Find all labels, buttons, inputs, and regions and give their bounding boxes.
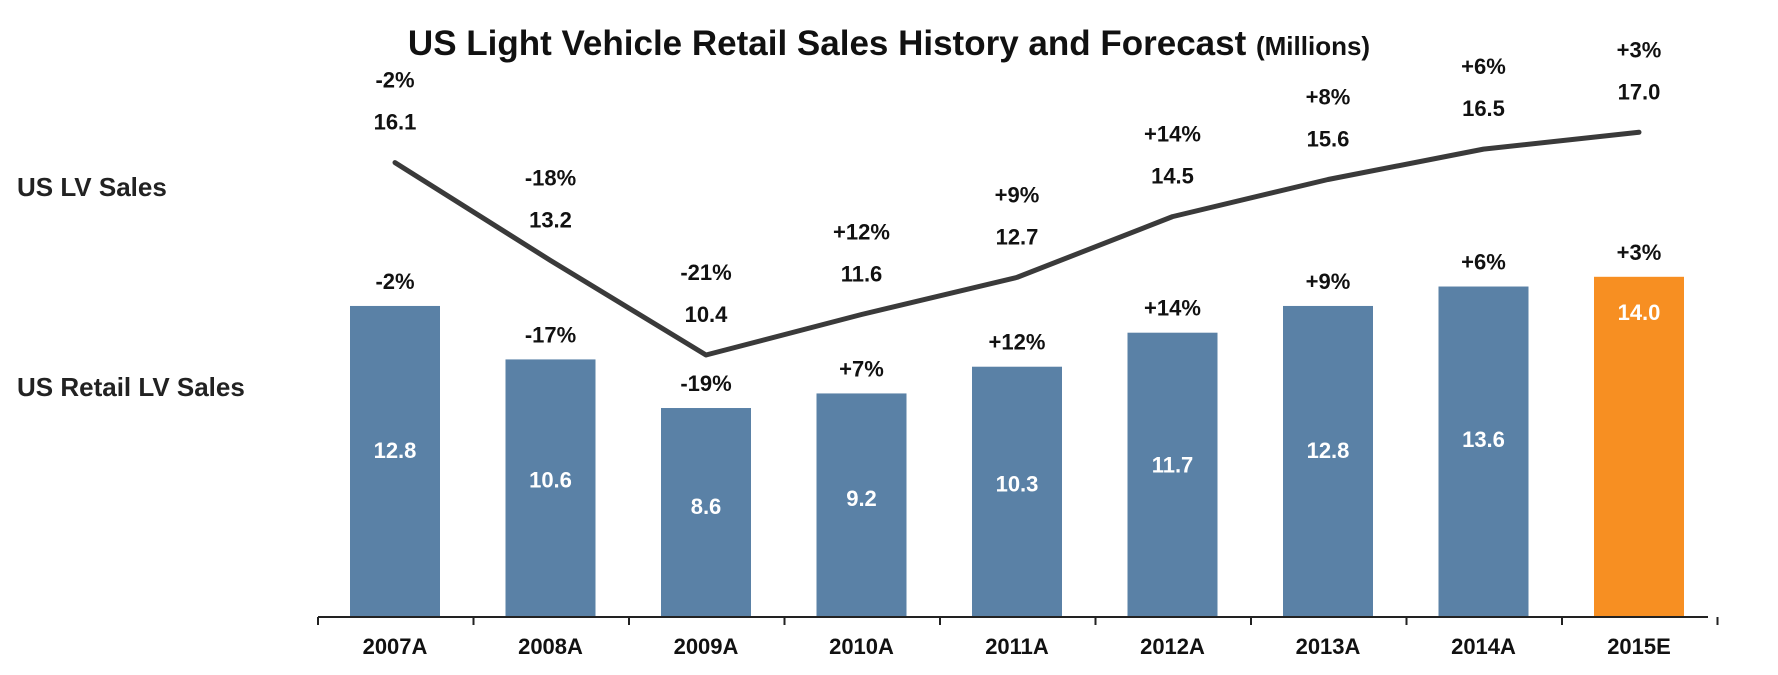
bar-2014A <box>1438 286 1529 617</box>
x-tick-label: 2011A <box>985 634 1049 659</box>
bar-change-label: +12% <box>989 330 1046 355</box>
bar-2008A <box>505 359 596 617</box>
bar-change-label: -19% <box>680 371 731 396</box>
bar-change-label: +7% <box>839 356 884 381</box>
line-change-label: -18% <box>525 166 576 191</box>
bar-value-label: 10.6 <box>529 467 572 492</box>
bar-2013A <box>1283 305 1373 617</box>
bar-value-label: 13.6 <box>1462 427 1505 452</box>
x-tick-label: 2015E <box>1607 634 1671 659</box>
line-value-label: 17.0 <box>1618 79 1661 104</box>
bar-value-label: 12.8 <box>374 438 417 463</box>
bar-value-label: 12.8 <box>1307 438 1350 463</box>
x-tick-label: 2013A <box>1296 634 1361 659</box>
line-change-label: -2% <box>375 68 414 93</box>
line-value-label: 16.5 <box>1462 96 1505 121</box>
line-point-2015E <box>1638 131 1640 133</box>
bar-change-label: +6% <box>1461 250 1506 275</box>
bar-change-label: +3% <box>1617 240 1662 265</box>
x-tick-label: 2009A <box>674 634 739 659</box>
bar-series-label: US Retail LV Sales <box>17 372 245 402</box>
line-change-label: +12% <box>833 220 890 245</box>
line-value-label: 16.1 <box>374 110 417 135</box>
line-value-label: 12.7 <box>996 224 1039 249</box>
bar-2012A <box>1127 332 1218 617</box>
bar-2010A <box>816 393 907 617</box>
line-point-2009A <box>705 354 707 356</box>
chart-title: US Light Vehicle Retail Sales History an… <box>0 24 1778 64</box>
line-change-label: +8% <box>1306 85 1351 110</box>
chart-title-unit: (Millions) <box>1255 31 1371 61</box>
line-point-2012A <box>1172 216 1173 218</box>
x-tick-label: 2007A <box>363 634 428 659</box>
bar-change-label: +9% <box>1306 269 1351 294</box>
bar-value-label: 10.3 <box>996 471 1039 496</box>
line-value-label: 13.2 <box>529 208 572 233</box>
line-change-label: +6% <box>1461 54 1506 79</box>
line-change-label: -21% <box>680 260 731 285</box>
x-tick-label: 2008A <box>518 634 583 659</box>
bar-value-label: 8.6 <box>691 494 722 519</box>
x-tick-label: 2012A <box>1140 634 1205 659</box>
x-axis: 2007A 2008A 2009A 2010A 2011A 2012A 2013A 2014A… <box>317 616 1719 659</box>
line-point-2010A <box>861 314 862 315</box>
line-point-2013A <box>1327 179 1329 180</box>
line-change-label: +14% <box>1144 122 1201 147</box>
bar-2015E <box>1594 276 1684 617</box>
bar-2011A <box>972 366 1062 617</box>
bars-layer <box>350 276 1684 617</box>
line-point-2007A <box>394 162 396 164</box>
line-value-label: 15.6 <box>1307 127 1350 152</box>
bar-change-label: +14% <box>1144 296 1201 321</box>
bar-2007A <box>350 305 440 617</box>
bar-change-label: -2% <box>375 269 414 294</box>
line-series-label: US LV Sales <box>17 172 167 202</box>
line-point-2011A <box>1016 276 1018 278</box>
line-value-label: 11.6 <box>841 262 883 287</box>
line-point-2014A <box>1483 148 1484 150</box>
bar-value-label: 11.7 <box>1152 453 1194 478</box>
bar-change-label: -17% <box>525 322 576 347</box>
line-layer <box>392 129 1642 358</box>
bar-2009A <box>661 408 751 617</box>
line-value-label: 14.5 <box>1151 164 1194 189</box>
line-point-2008A <box>550 260 551 261</box>
chart-title-text: US Light Vehicle Retail Sales History an… <box>407 24 1247 63</box>
line-change-label: +9% <box>995 182 1040 207</box>
x-tick-label: 2010A <box>829 634 894 659</box>
line-change-label: +3% <box>1617 37 1662 62</box>
x-tick-label: 2014A <box>1451 634 1516 659</box>
bar-value-label: 9.2 <box>846 486 877 511</box>
labels-layer: 12.8 -2% 10.6 -17% 8.6 -19% 9.2 +7% 10.3 +12% 11.7… <box>374 37 1662 519</box>
bar-value-label: 14.0 <box>1618 300 1661 325</box>
line-value-label: 10.4 <box>685 302 729 327</box>
